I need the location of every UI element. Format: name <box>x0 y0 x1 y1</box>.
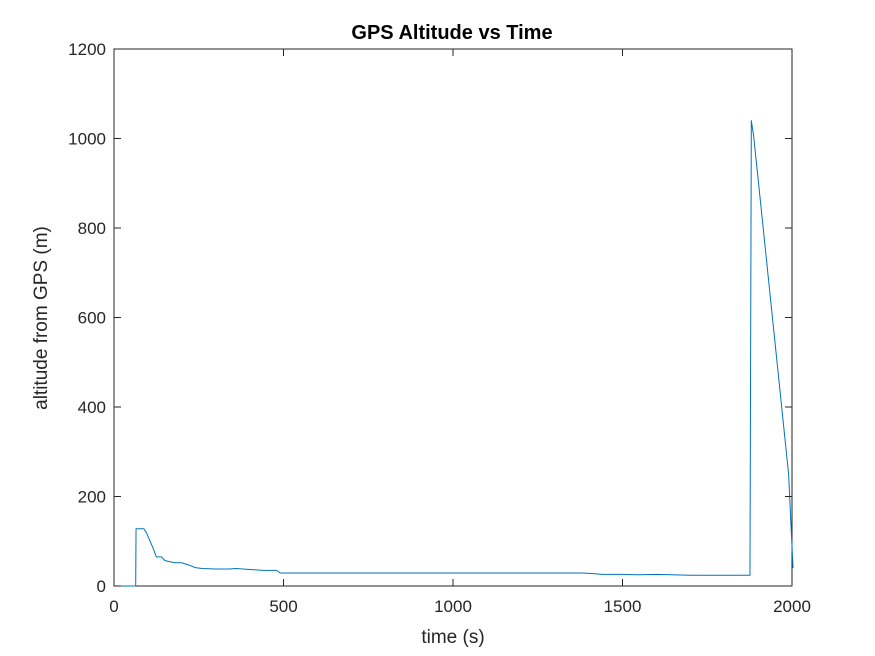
plot-frame <box>113 48 793 587</box>
y-tick-label: 600 <box>78 309 106 328</box>
plot-area: 0 500 1000 1500 2000 0 200 400 600 800 1000 1200 <box>68 40 811 616</box>
x-tick-label: 1000 <box>434 597 472 616</box>
x-tick-label: 1500 <box>604 597 642 616</box>
x-tick-label: 0 <box>109 597 118 616</box>
y-axis-label: altitude from GPS (m) <box>31 226 52 410</box>
x-tick-label: 500 <box>269 597 297 616</box>
y-tick-label: 1000 <box>68 130 106 149</box>
x-axis-label: time (s) <box>421 627 484 648</box>
series-line-0 <box>114 120 794 587</box>
x-tick-label: 2000 <box>773 597 811 616</box>
y-tick-label: 1200 <box>68 40 106 59</box>
y-tick-label: 800 <box>78 219 106 238</box>
y-tick-label: 0 <box>97 577 106 596</box>
y-tick-label: 200 <box>78 488 106 507</box>
y-tick-label: 400 <box>78 398 106 417</box>
chart-title: GPS Altitude vs Time <box>351 22 552 44</box>
